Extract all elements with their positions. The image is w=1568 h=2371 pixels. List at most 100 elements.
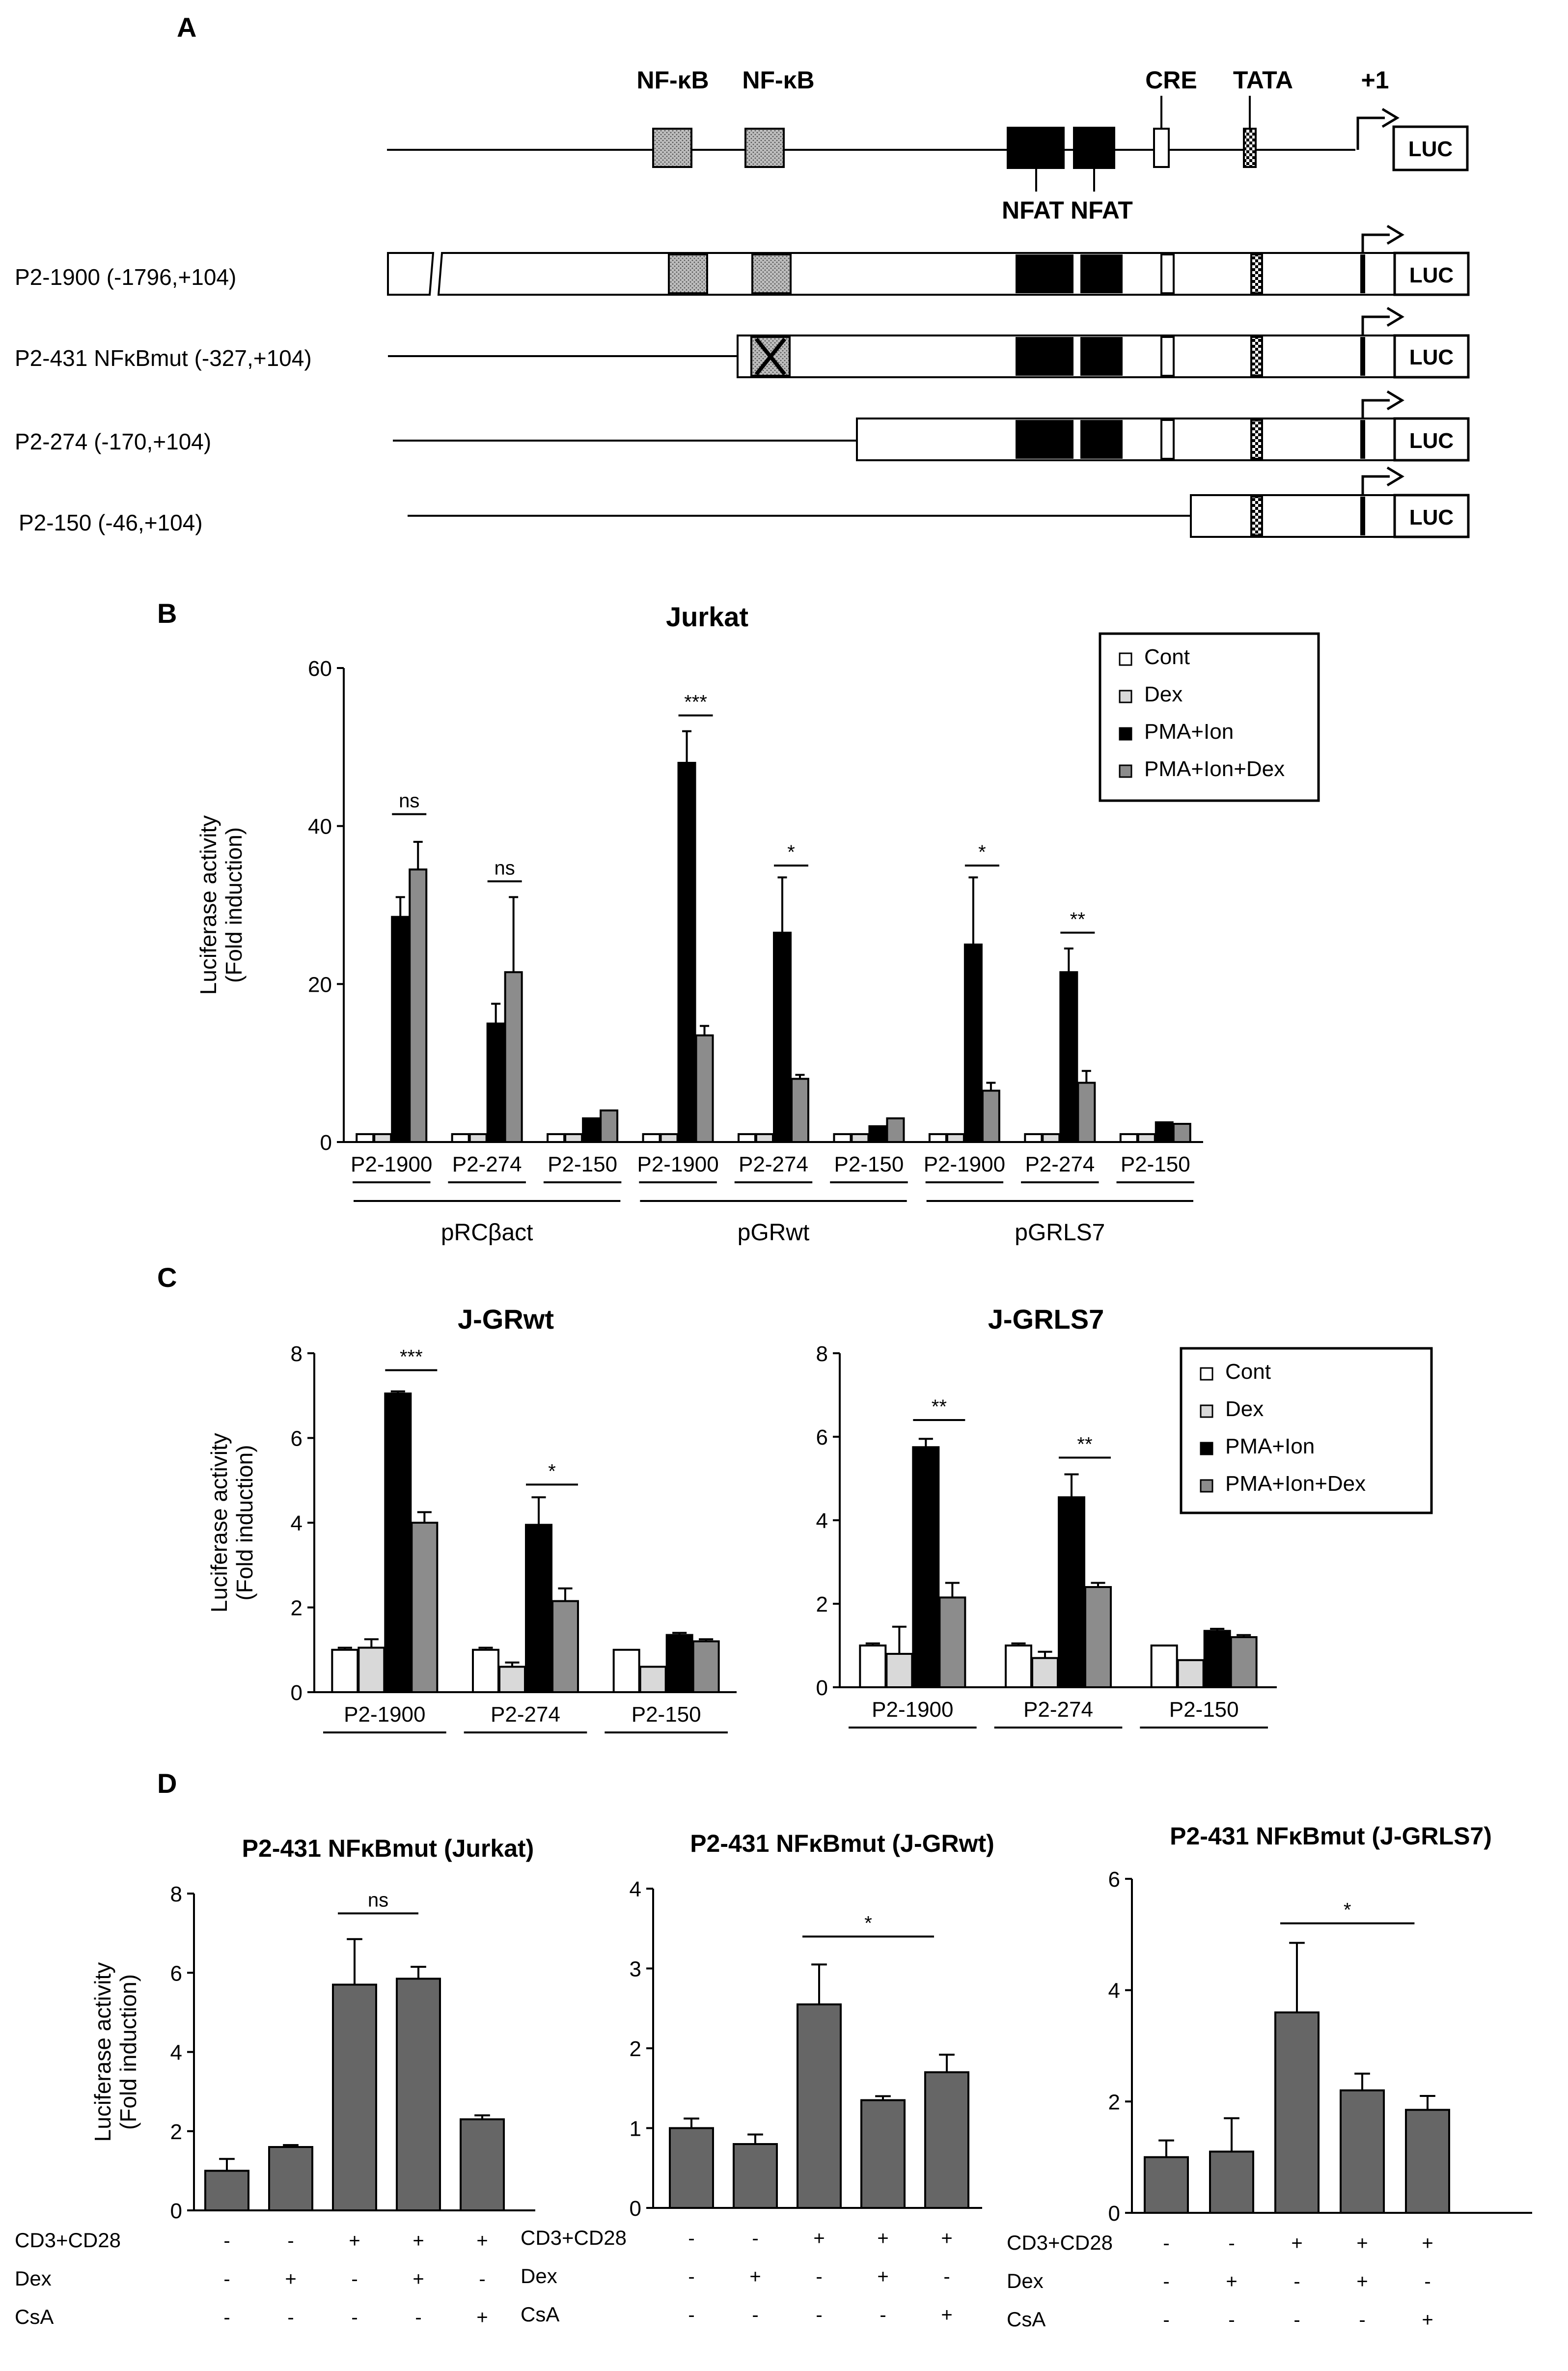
bar-dex [885,1653,913,1688]
significance-label: ** [1077,1434,1092,1455]
legend-swatch-pma-ion-dex [1119,764,1132,778]
category-label: P2-274 [1023,1698,1093,1722]
construct-p2-150: P2-150 (-46,+104) LUC [19,466,1470,538]
y-tick-label: 2 [291,1596,303,1620]
chart-nfkbmut-jurkat: 0 2 4 6 8 P2-431 NFκBmut (Jurkat) Luciferase a… [15,1835,535,2328]
y-tick-label: 4 [1108,1979,1120,2003]
y-tick-label: 6 [816,1425,828,1450]
bar-dex [373,1133,392,1144]
condition-symbol: - [688,2304,694,2326]
bar-dex [851,1133,870,1144]
condition-symbol: + [413,2268,424,2290]
y-tick-label: 2 [1108,2090,1120,2114]
condition-symbol: + [1422,2232,1433,2254]
bar-pma-ion-dex [551,1600,579,1693]
y-tick-label: 8 [170,1882,182,1906]
condition-symbol: + [749,2266,761,2287]
bar [1405,2109,1450,2214]
condition-label: Dex [521,2264,557,2287]
bar-pma-ion [486,1022,505,1143]
bar-pma-ion [1058,1496,1085,1688]
condition-symbol: + [1226,2271,1237,2292]
chart-jurkat: 0 20 40 60 Jurkat Luciferase activity (Fold in… [195,601,1320,1246]
condition-label: CsA [1007,2308,1045,2331]
bar-pma-ion [582,1117,601,1143]
y-tick-label: 4 [630,1877,641,1901]
bar-dex [1031,1657,1059,1688]
bar-pma-ion [868,1125,887,1143]
legend-label-dex: Dex [1225,1397,1264,1421]
category-label: P2-274 [739,1152,808,1176]
condition-symbol: - [688,2228,694,2249]
bar [1340,2089,1385,2214]
category-label: P2-274 [491,1702,560,1727]
condition-symbol: - [752,2304,758,2326]
bar-pma-ion [384,1392,412,1693]
bar-cont [1024,1133,1043,1144]
bar-cont [859,1645,887,1688]
significance-label: * [864,1913,872,1934]
chart-title: Jurkat [666,601,748,632]
bar-dex [1177,1659,1205,1688]
bar-dex [1137,1133,1156,1144]
group-label: pGRLS7 [1015,1220,1105,1246]
condition-symbol: + [476,2230,488,2252]
bar-pma-ion-dex [692,1640,720,1693]
condition-symbol: - [223,2268,230,2290]
condition-symbol: + [941,2304,952,2326]
nfkb-label-1: NF-κB [636,66,709,94]
condition-symbol: - [943,2266,950,2287]
bar-cont [612,1648,640,1693]
tata-box [1243,128,1257,168]
y-tick-label: 3 [630,1957,641,1981]
category-label: P2-1900 [637,1152,718,1176]
bar-dex [946,1133,965,1144]
luc-label: LUC [1409,263,1454,287]
legend-label-pma-ion: PMA+Ion [1225,1434,1315,1458]
tss-label: +1 [1361,66,1389,94]
construct-p2-431-nfkbmut: P2-431 NFκBmut (-327,+104) LUC [15,307,1470,379]
bar-pma-ion-dex [695,1034,714,1143]
significance-label: ** [932,1396,947,1418]
legend-label-cont: Cont [1144,645,1190,669]
bar-pma-ion-dex [1084,1586,1112,1688]
y-tick-label: 0 [1108,2202,1120,2226]
chart-title: P2-431 NFκBmut (Jurkat) [242,1835,534,1862]
bar [268,2146,313,2211]
legend-swatch-cont [1200,1367,1213,1381]
category-label: P2-274 [452,1152,522,1176]
y-tick-label: 4 [816,1509,828,1533]
bar-dex [755,1133,774,1144]
legend-box [1180,1347,1433,1514]
condition-symbol: + [349,2230,360,2252]
condition-symbol: - [351,2268,358,2290]
legend-swatch-pma-ion [1200,1442,1213,1455]
bar-cont [356,1133,375,1144]
condition-symbol: - [816,2304,822,2326]
significance-label: * [1344,1899,1351,1921]
bar-pma-ion [773,931,792,1143]
condition-label: CD3+CD28 [521,2226,627,2249]
category-label: P2-150 [1121,1152,1190,1176]
significance-label: *** [400,1346,423,1368]
condition-symbol: + [1291,2232,1302,2254]
y-tick-label: 1 [630,2117,641,2141]
condition-symbol: - [351,2307,358,2328]
y-tick-label: 6 [1108,1868,1120,1892]
bar [332,1983,377,2211]
bar [396,1978,441,2211]
y-tick-label: 8 [816,1342,828,1366]
condition-symbol: - [1163,2232,1169,2254]
cre-label: CRE [1145,66,1197,94]
legend-swatch-dex [1119,690,1132,703]
construct-label: P2-150 (-46,+104) [19,510,203,535]
construct-label: P2-274 (-170,+104) [15,429,211,454]
legend-swatch-pma-ion-dex [1200,1479,1213,1493]
bar-pma-ion-dex [411,1522,439,1693]
y-axis-label: Luciferase activity [90,1962,115,2142]
nfat-site-1 [1007,127,1065,169]
significance-label: ns [368,1889,388,1911]
bar-dex [1042,1133,1061,1144]
bar-pma-ion [391,916,410,1143]
condition-symbol: + [877,2228,888,2249]
